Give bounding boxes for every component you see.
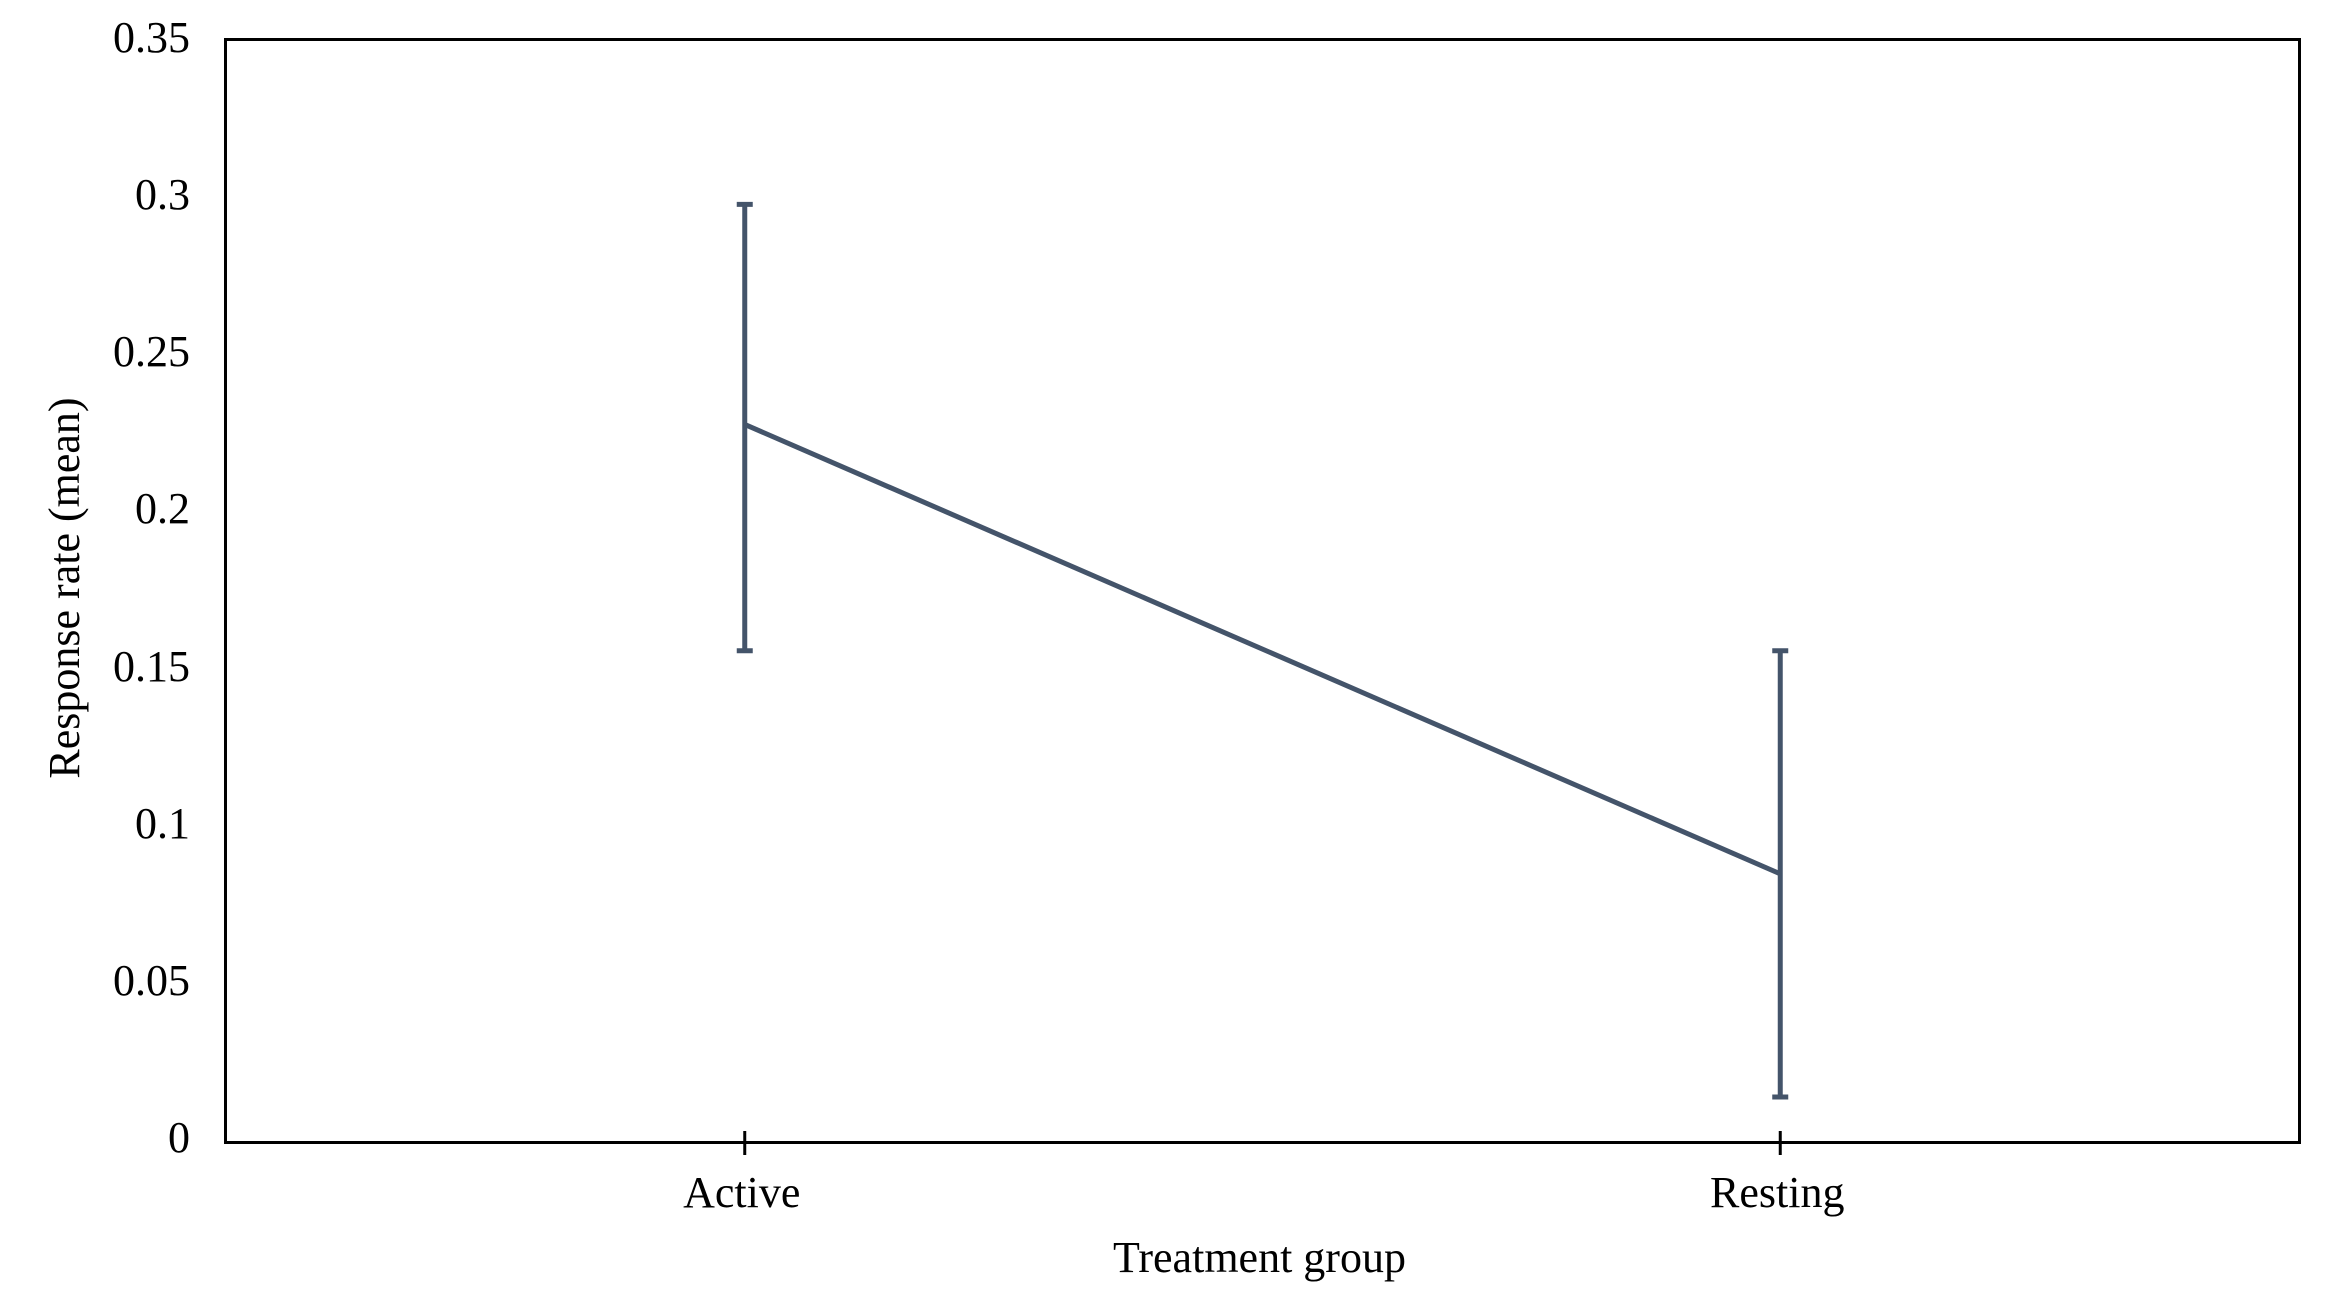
- y-tick-label: 0.05: [113, 955, 190, 1005]
- data-line: [743, 422, 1782, 877]
- y-tick-label: 0.1: [135, 798, 190, 848]
- y-tick-label: 0.25: [113, 327, 190, 377]
- x-category-label: Resting: [1710, 1168, 1845, 1217]
- x-axis-title: Treatment group: [1113, 1233, 1406, 1282]
- x-axis-category-labels: Active Resting: [224, 1166, 2295, 1220]
- y-tick-label: 0.15: [113, 641, 190, 691]
- y-tick-label: 0: [168, 1113, 190, 1162]
- x-category-label: Active: [683, 1168, 801, 1217]
- plot-area: [224, 38, 2301, 1155]
- chart-canvas: [736, 201, 1789, 1155]
- y-axis-tick-labels: 0 0.05 0.1 0.15 0.2 0.25 0.3 0.35: [0, 16, 190, 1160]
- y-tick-label: 0.2: [135, 484, 190, 534]
- y-tick-label: 0.35: [113, 13, 190, 62]
- y-tick-label: 0.3: [135, 170, 190, 220]
